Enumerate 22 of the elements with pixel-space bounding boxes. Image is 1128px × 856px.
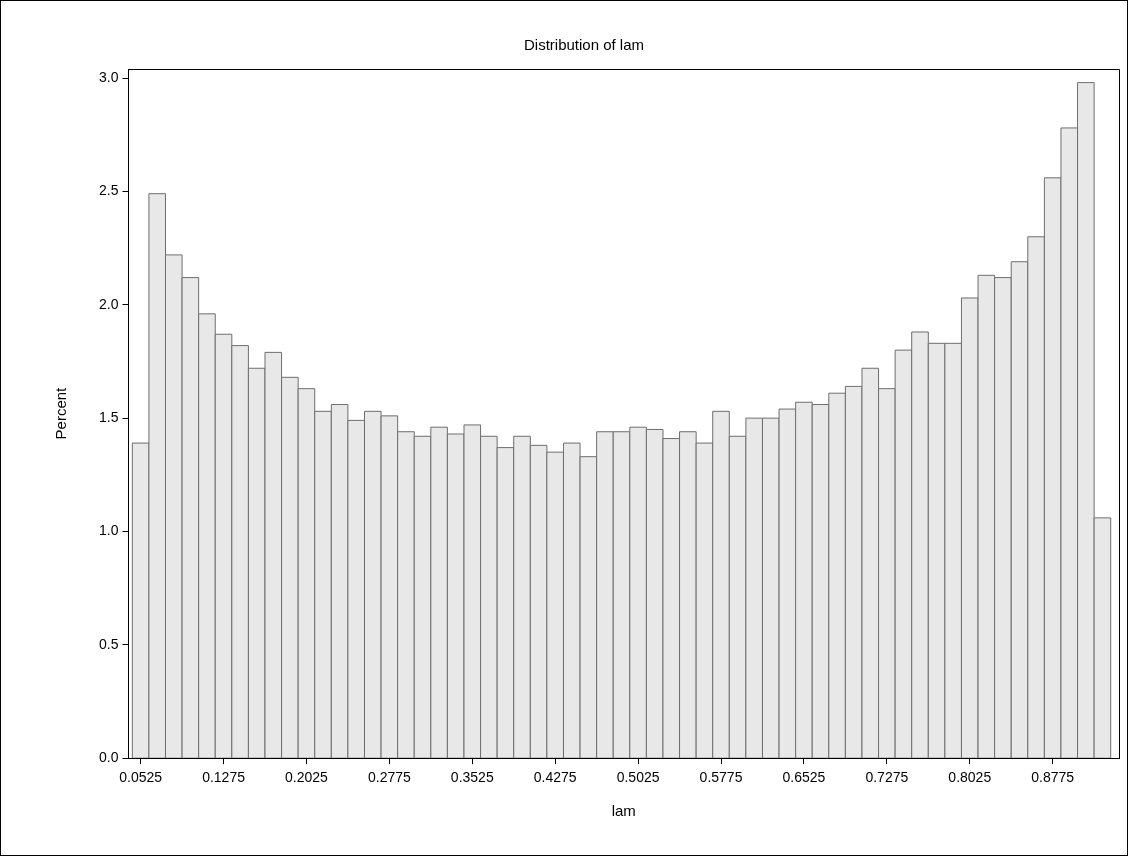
x-tick-label: 0.6525: [782, 769, 826, 786]
x-tick-label: 0.2025: [285, 769, 329, 786]
x-tick-label: 0.8775: [1031, 769, 1075, 786]
y-tick-label: 0.5: [98, 635, 119, 652]
x-tick-label: 0.5025: [616, 769, 660, 786]
chart-title: Distribution of lam: [523, 36, 645, 54]
y-axis-title: Percent: [52, 386, 70, 440]
x-tick-label: 0.3525: [450, 769, 494, 786]
x-tick-label: 0.1275: [202, 769, 246, 786]
y-tick-label: 1.5: [98, 408, 119, 425]
y-tick-label: 1.0: [98, 522, 119, 539]
x-tick-label: 0.0525: [119, 769, 163, 786]
x-tick-label: 0.5775: [699, 769, 743, 786]
x-tick-label: 0.2775: [367, 769, 411, 786]
y-tick-label: 3.0: [98, 68, 119, 85]
x-axis-title: lam: [611, 802, 636, 820]
x-tick-label: 0.4275: [533, 769, 577, 786]
y-tick-label: 0.0: [98, 749, 119, 766]
y-tick-label: 2.5: [98, 182, 119, 199]
x-tick-label: 0.8025: [948, 769, 992, 786]
y-tick-label: 2.0: [98, 295, 119, 312]
x-tick-label: 0.7275: [865, 769, 909, 786]
